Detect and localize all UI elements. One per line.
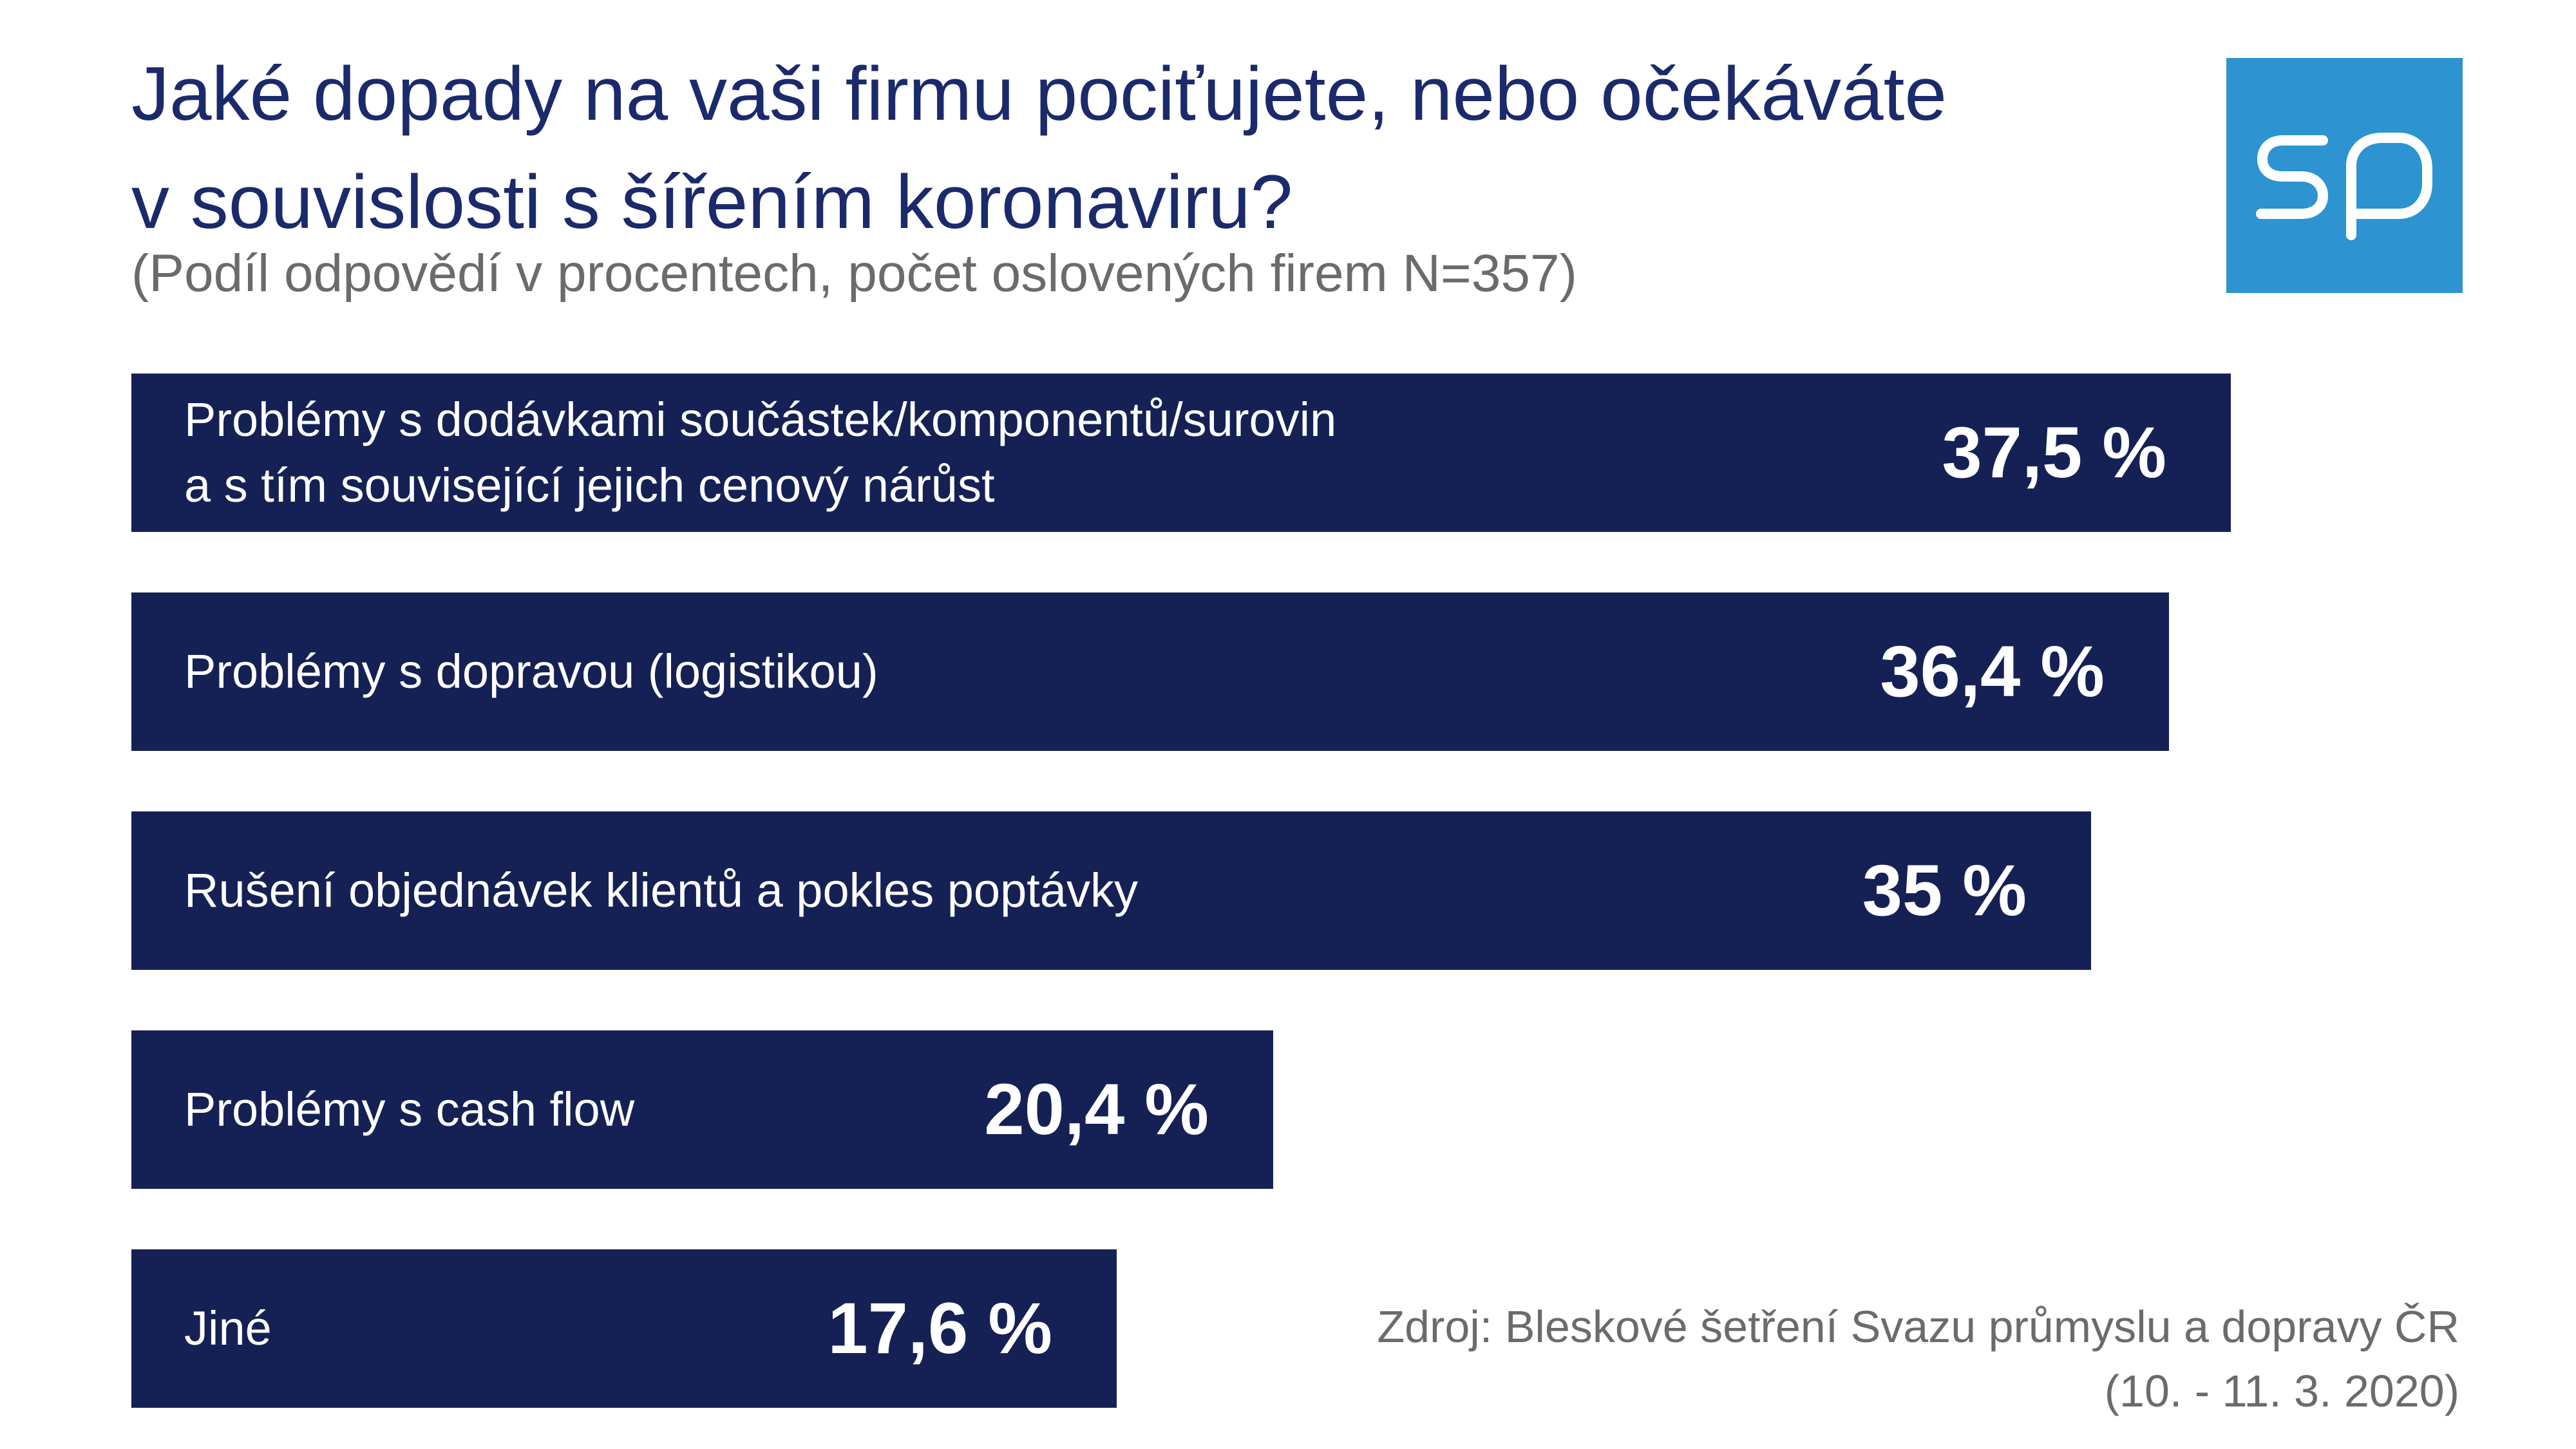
chart-subtitle: (Podíl odpovědí v procentech, počet oslo… bbox=[131, 244, 1577, 303]
source-note: Zdroj: Bleskové šetření Svazu průmyslu a… bbox=[1377, 1294, 2459, 1423]
source-line-1: Zdroj: Bleskové šetření Svazu průmyslu a… bbox=[1377, 1302, 2459, 1352]
bar-value-label: 36,4 % bbox=[1880, 631, 2105, 712]
bar-label: Rušení objednávek klientů a pokles poptá… bbox=[184, 864, 1138, 917]
bar-1: Problémy s dodávkami součástek/komponent… bbox=[131, 374, 2231, 532]
sp-logo-icon bbox=[2256, 133, 2432, 240]
bar-label: Problémy s cash flow bbox=[184, 1083, 635, 1136]
bar-label: Problémy s dodávkami součástek/komponent… bbox=[184, 393, 1337, 512]
sp-logo bbox=[2226, 58, 2463, 293]
bar-4: Problémy s cash flow 20,4 % bbox=[131, 1030, 1273, 1189]
source-line-2: (10. - 11. 3. 2020) bbox=[2104, 1366, 2459, 1416]
bar-value-label: 17,6 % bbox=[828, 1288, 1052, 1368]
bar-2: Problémy s dopravou (logistikou) 36,4 % bbox=[131, 592, 2169, 751]
bar-value-label: 20,4 % bbox=[984, 1069, 1209, 1150]
bar-5: Jiné 17,6 % bbox=[131, 1249, 1117, 1408]
title-line-2: v souvislosti s šířením koronaviru? bbox=[131, 160, 1293, 245]
bar-label: Problémy s dopravou (logistikou) bbox=[184, 645, 878, 698]
chart-title: Jaké dopady na vaši firmu pociťujete, ne… bbox=[131, 40, 2128, 256]
bar-value-label: 35 % bbox=[1862, 850, 2027, 931]
bar-value-label: 37,5 % bbox=[1942, 412, 2166, 493]
bar-3: Rušení objednávek klientů a pokles poptá… bbox=[131, 811, 2091, 970]
title-line-1: Jaké dopady na vaši firmu pociťujete, ne… bbox=[131, 52, 1947, 137]
bar-label: Jiné bbox=[184, 1302, 272, 1355]
